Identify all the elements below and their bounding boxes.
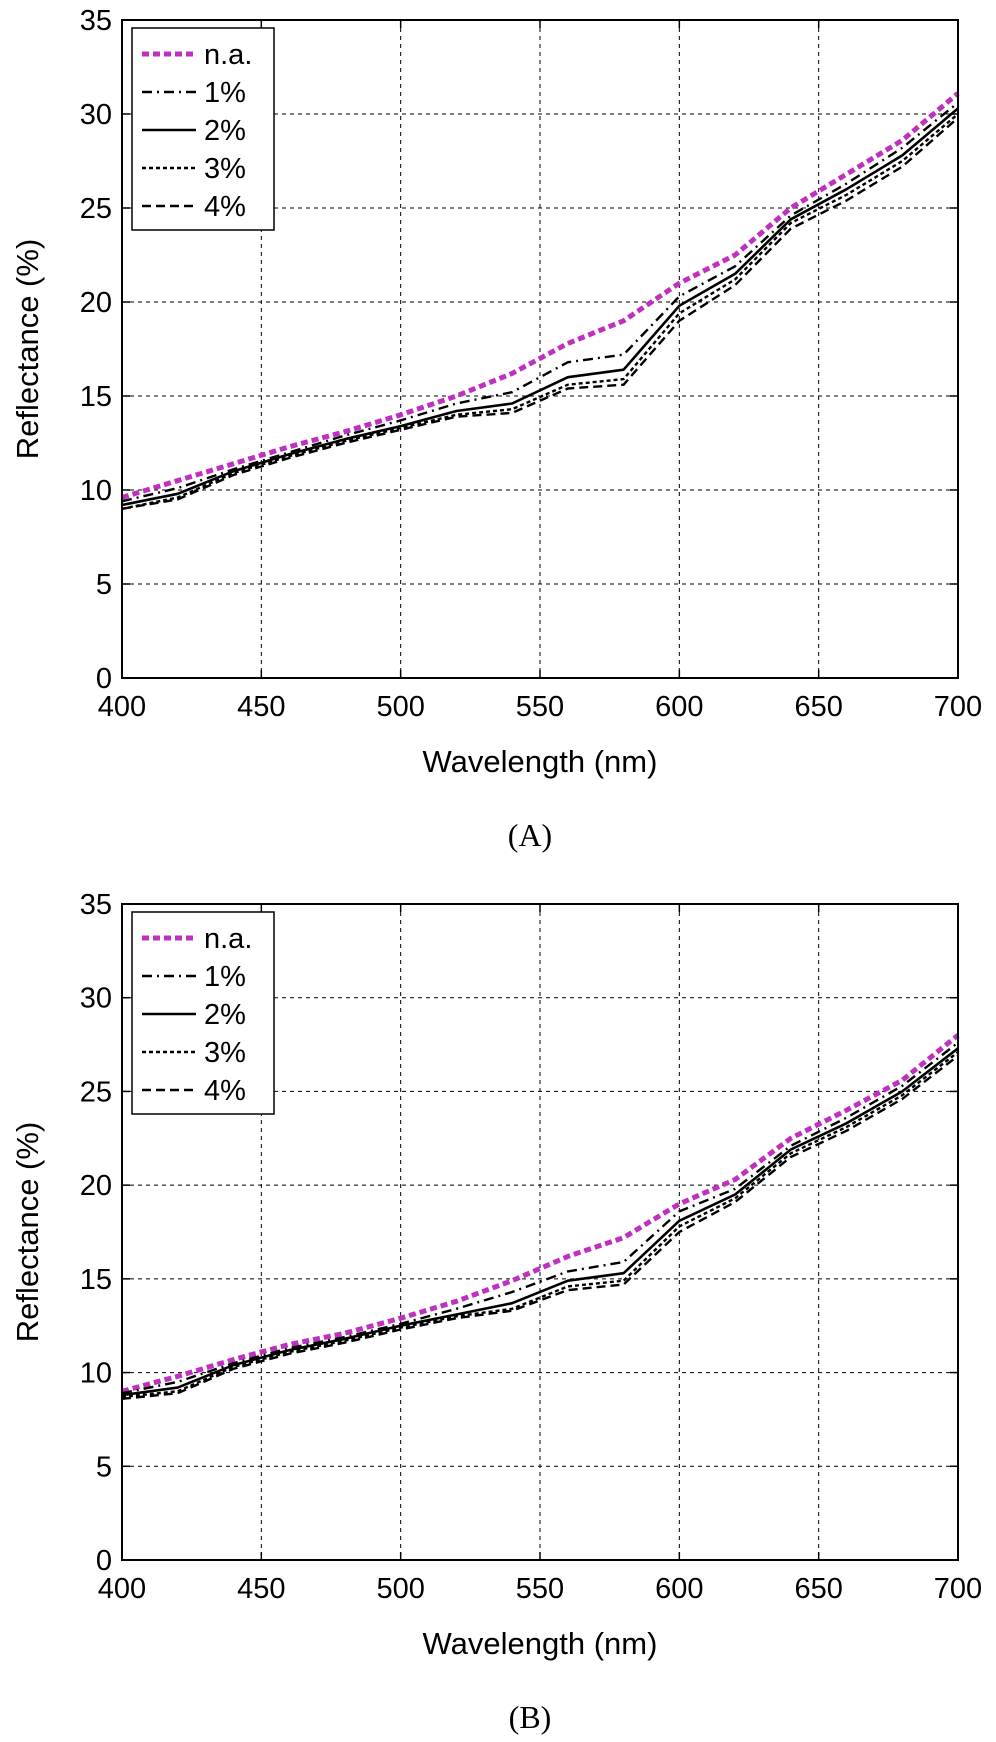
legend-label: n.a. [204, 923, 252, 955]
x-tick-label: 600 [655, 1573, 703, 1605]
y-tick-label: 0 [96, 663, 112, 695]
panel-label: (A) [508, 817, 552, 853]
y-tick-label: 25 [80, 1076, 112, 1108]
series-line-0 [121, 1033, 960, 1394]
y-tick-label: 30 [80, 99, 112, 131]
legend-label: 2% [204, 999, 246, 1031]
series-line-4 [121, 1054, 959, 1400]
y-tick-label: 10 [80, 1358, 112, 1390]
x-tick-label: 700 [934, 1573, 982, 1605]
series-line-1 [121, 101, 959, 503]
panel-b: 400 450 500 550 600 650 700 0 5 10 15 20 25 30 35 Wavel… [10, 889, 982, 1735]
x-tick-label: 400 [98, 691, 146, 723]
x-tick-label: 550 [516, 691, 564, 723]
series-line-0 [121, 91, 960, 500]
legend-label: 4% [204, 191, 246, 223]
x-axis-label: Wavelength (nm) [423, 1626, 658, 1661]
legend-label: n.a. [204, 39, 252, 71]
x-tick-label: 400 [98, 1573, 146, 1605]
x-axis-label: Wavelength (nm) [423, 744, 658, 779]
panel-a: 400 450 500 550 600 650 700 0 5 10 15 20 25 30 35 Wavel… [10, 5, 982, 853]
y-tick-label: 35 [80, 5, 112, 37]
legend-label: 1% [204, 961, 246, 993]
legend: n.a. 1% 2% 3% 4% [131, 27, 275, 231]
y-tick-label: 30 [80, 983, 112, 1015]
x-tick-label: 550 [516, 1573, 564, 1605]
y-tick-label: 5 [96, 1451, 112, 1483]
x-tick-label: 500 [376, 1573, 424, 1605]
y-axis-label: Reflectance (%) [10, 239, 45, 460]
x-tick-label: 650 [794, 691, 842, 723]
y-tick-label: 20 [80, 1170, 112, 1202]
y-tick-label: 25 [80, 193, 112, 225]
y-tick-label: 0 [96, 1545, 112, 1577]
y-tick-label: 5 [96, 569, 112, 601]
series-line-1 [121, 1041, 959, 1395]
y-tick-label: 15 [80, 381, 112, 413]
y-tick-label: 35 [80, 889, 112, 921]
y-tick-label: 20 [80, 287, 112, 319]
series-line-2 [121, 107, 959, 507]
x-tick-label: 450 [237, 691, 285, 723]
legend-label: 4% [204, 1075, 246, 1107]
x-tick-label: 500 [376, 691, 424, 723]
x-tick-label: 700 [934, 691, 982, 723]
legend: n.a. 1% 2% 3% 4% [131, 911, 275, 1115]
x-tick-label: 600 [655, 691, 703, 723]
panel-label: (B) [509, 1699, 552, 1735]
y-axis-label: Reflectance (%) [10, 1122, 45, 1343]
legend-label: 3% [204, 153, 246, 185]
legend-label: 2% [204, 115, 246, 147]
legend-label: 3% [204, 1037, 246, 1069]
series-line-2 [121, 1047, 959, 1397]
series-line-4 [121, 116, 959, 510]
x-tick-label: 450 [237, 1573, 285, 1605]
y-tick-label: 10 [80, 475, 112, 507]
x-tick-label: 650 [794, 1573, 842, 1605]
y-tick-label: 15 [80, 1264, 112, 1296]
series-line-3 [121, 113, 959, 510]
legend-label: 1% [204, 77, 246, 109]
